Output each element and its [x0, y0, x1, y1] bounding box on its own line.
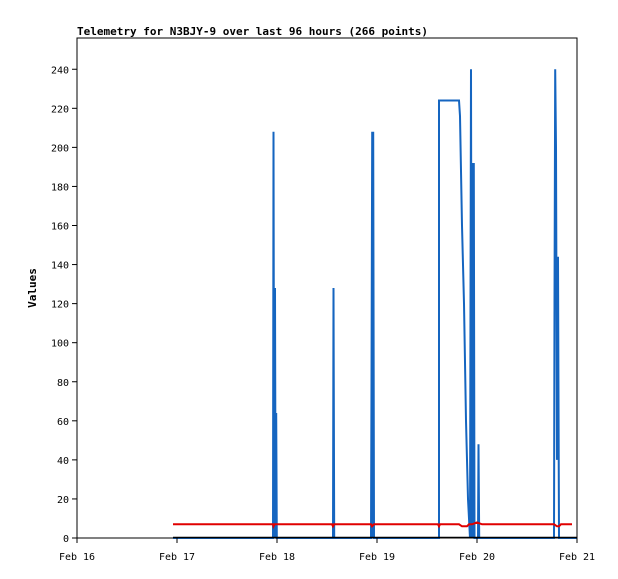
y-tick-label: 120	[51, 300, 69, 311]
y-tick-label: 20	[57, 495, 69, 506]
y-tick-label: 180	[51, 182, 69, 193]
y-tick-label: 200	[51, 143, 69, 154]
y-tick-label: 80	[57, 378, 69, 389]
x-tick-label: Feb 18	[259, 552, 295, 563]
y-tick-label: 160	[51, 222, 69, 233]
y-tick-label: 60	[57, 417, 69, 428]
y-tick-label: 220	[51, 104, 69, 115]
x-axis: Feb 16 Feb 17 Feb 18 Feb 19 Feb 20 Feb 21	[59, 538, 595, 563]
x-tick-label: Feb 19	[359, 552, 395, 563]
y-tick-label: 0	[63, 534, 69, 545]
x-tick-label: Feb 21	[559, 552, 595, 563]
x-tick-label: Feb 20	[459, 552, 495, 563]
x-tick-label: Feb 17	[159, 552, 195, 563]
y-tick-label: 140	[51, 261, 69, 272]
y-tick-label: 240	[51, 65, 69, 76]
series-line-2	[173, 521, 572, 530]
y-tick-label: 40	[57, 456, 69, 467]
x-tick-label: Feb 16	[59, 552, 95, 563]
y-axis: 0 20 40 60 80 100 120 140 160 180 200 220 240	[51, 65, 77, 545]
y-axis-label: Values	[26, 268, 39, 308]
chart-title: Telemetry for N3BJY-9 over last 96 hours…	[77, 25, 428, 38]
y-tick-label: 100	[51, 339, 69, 350]
